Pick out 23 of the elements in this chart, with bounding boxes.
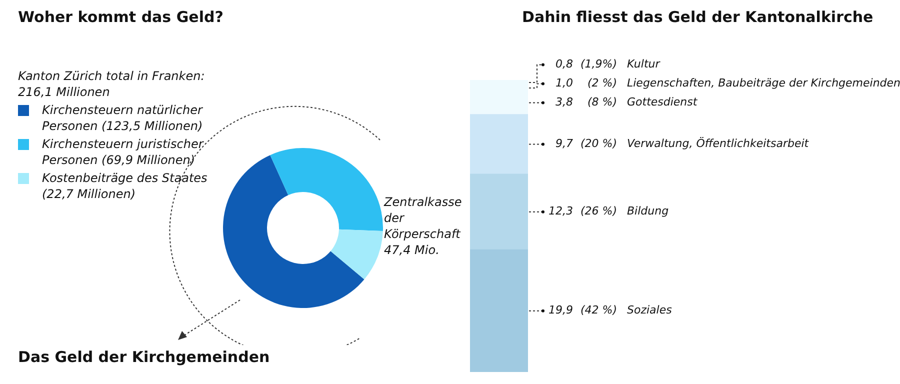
legend-label: Kirchensteuern natürlicher Personen (123,5 Millionen) [42,102,204,134]
text: Soziales [627,304,672,317]
data-label: 0,8 (1,9%) [556,58,617,71]
bar [470,174,528,250]
text: Dahin fliesst das Geld der Kantonalkirche [522,8,874,26]
data-label: 19,9 (42 %) [548,304,617,317]
text: Kultur [627,58,662,71]
text: Gottesdienst [627,96,698,109]
text: Zentralkasse der Körperschaft 47,4 Mio. [384,194,463,258]
data-label: 12,3 (26 %) [548,204,617,218]
bar [470,249,528,372]
text: Das Geld der Kirchgemeinden [18,348,270,366]
chart-title: Woher kommt das Geld? [18,8,224,26]
text: Bildung [627,204,669,218]
text: Verwaltung, Öffentlichkeitsarbeit [627,136,810,150]
legend-label: Kirchensteuern juristischer Personen (69,9 Millionen) [42,136,205,168]
text: Liegenschaften, Baubeiträge der Kirchgemeinden [627,76,900,90]
data-label: 9,7 (20 %) [556,137,617,150]
legend-title: Kanton Zürich total in Franken: 216,1 Millionen [18,68,206,100]
text: 3,8 (8 %) [556,96,617,109]
bar [470,114,528,174]
legend-label: Kostenbeiträge des Staates (22,7 Millionen) [42,170,208,202]
text: 1,0 (2 %) [556,76,617,90]
